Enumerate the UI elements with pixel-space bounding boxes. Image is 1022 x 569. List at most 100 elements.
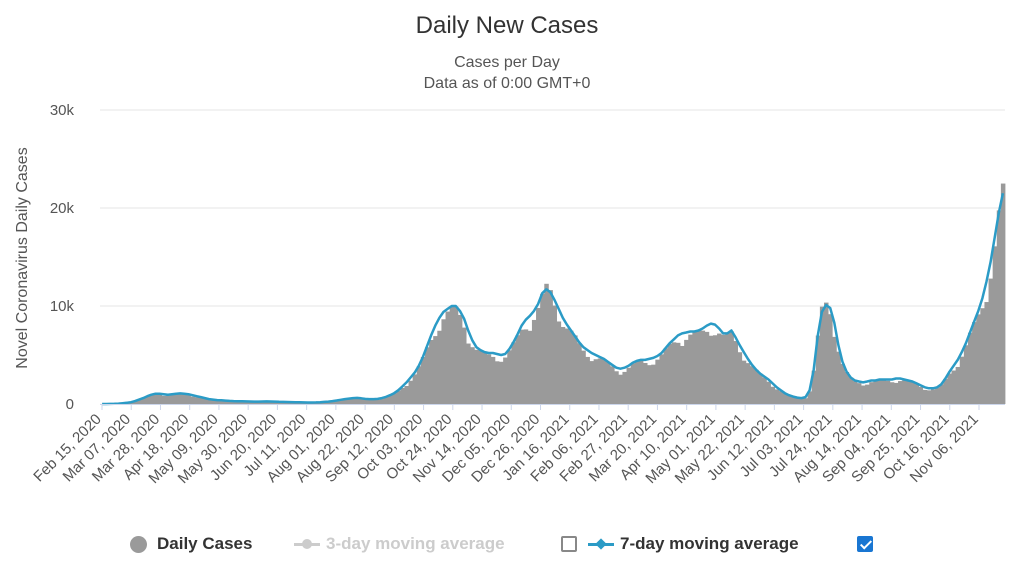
daily-cases-bar <box>984 302 989 404</box>
daily-cases-bar <box>935 387 940 404</box>
daily-cases-bar <box>856 383 862 404</box>
daily-cases-bar <box>227 401 233 404</box>
daily-cases-bar <box>885 380 891 404</box>
daily-cases-bar <box>400 387 405 404</box>
daily-cases-bar <box>457 314 463 404</box>
daily-cases-bar <box>844 371 850 404</box>
daily-cases-bar <box>577 343 582 404</box>
daily-cases-bar <box>494 361 500 404</box>
daily-cases-bar <box>527 330 533 404</box>
daily-cases-bar <box>675 342 681 404</box>
daily-cases-bar <box>420 356 426 404</box>
daily-cases-bar <box>893 382 899 404</box>
daily-cases-bar <box>165 395 171 404</box>
daily-cases-bar <box>877 379 882 404</box>
daily-cases-bar <box>182 394 187 404</box>
daily-cases-bar <box>552 305 558 404</box>
daily-cases-bar <box>243 401 249 404</box>
daily-cases-bar <box>568 330 574 404</box>
daily-cases-bar <box>972 322 977 404</box>
daily-cases-bar <box>503 357 508 404</box>
daily-cases-bar <box>1000 183 1006 404</box>
daily-cases-bar <box>548 290 553 404</box>
daily-cases-bar <box>733 341 739 404</box>
daily-cases-bar <box>980 308 985 404</box>
daily-cases-bar <box>700 330 706 404</box>
checkbox-3day-average[interactable] <box>561 536 577 552</box>
daily-cases-bar <box>186 395 191 404</box>
daily-cases-dot-icon <box>130 535 147 553</box>
daily-cases-bar <box>429 339 434 404</box>
chart-legend: Daily Cases 3-day moving average 7-day m… <box>0 530 1022 560</box>
y-tick-label: 20k <box>50 200 75 217</box>
daily-cases-bar <box>153 394 158 404</box>
daily-cases-bar <box>873 381 878 404</box>
daily-cases-bar <box>482 352 488 404</box>
daily-cases-bar <box>330 401 335 404</box>
daily-cases-bar <box>840 363 845 404</box>
daily-cases-bar <box>350 398 356 404</box>
daily-cases-bar <box>581 350 586 404</box>
daily-cases-bar <box>593 359 599 404</box>
daily-cases-bar <box>963 345 969 404</box>
daily-cases-bar <box>264 401 270 404</box>
daily-cases-bar <box>655 359 660 404</box>
daily-cases-bar <box>680 345 685 404</box>
daily-cases-bar <box>712 335 718 404</box>
daily-cases-bar <box>692 332 697 404</box>
daily-cases-bar <box>762 377 767 404</box>
daily-cases-bar <box>914 384 920 404</box>
daily-cases-bar <box>951 370 957 404</box>
legend-daily-cases[interactable]: Daily Cases <box>130 530 252 558</box>
chart-subtitle-date: Data as of 0:00 GMT+0 <box>424 75 591 92</box>
daily-cases-bar <box>260 401 265 404</box>
daily-cases-bar <box>770 386 776 404</box>
daily-cases-bar <box>223 401 228 404</box>
daily-cases-bar <box>597 358 603 404</box>
daily-cases-bar <box>157 394 163 404</box>
daily-cases-bar <box>396 390 401 404</box>
legend-daily-cases-label: Daily Cases <box>157 534 253 553</box>
daily-cases-bar <box>132 401 138 404</box>
daily-cases-bar <box>511 342 516 404</box>
three-day-line-icon <box>294 537 320 551</box>
daily-cases-bar <box>832 336 837 404</box>
y-axis-label: Novel Coronavirus Daily Cases <box>14 147 31 368</box>
daily-cases-bar <box>248 401 253 404</box>
daily-cases-bar <box>486 354 492 404</box>
daily-cases-bar <box>449 306 455 404</box>
daily-cases-bar <box>256 401 261 404</box>
checkbox-7day-average[interactable] <box>857 536 873 552</box>
daily-cases-bar <box>437 330 442 404</box>
daily-cases-bar <box>433 336 438 404</box>
daily-cases-bar <box>869 382 874 404</box>
daily-cases-bar <box>786 395 792 404</box>
daily-cases-bar <box>531 319 537 404</box>
daily-cases-bar <box>404 386 409 404</box>
daily-cases-bar <box>848 377 854 404</box>
daily-cases-bar <box>828 314 833 404</box>
daily-cases-bar <box>145 396 150 404</box>
daily-cases-bar <box>544 283 549 404</box>
daily-cases-bar <box>589 361 595 404</box>
daily-cases-bar <box>618 374 623 404</box>
daily-cases-bar <box>490 356 496 404</box>
daily-cases-bar <box>560 326 566 404</box>
daily-cases-bar <box>610 366 615 404</box>
legend-7day-average[interactable]: 7-day moving average <box>588 530 799 558</box>
daily-cases-bar <box>758 373 763 404</box>
daily-cases-bar <box>474 349 479 404</box>
daily-cases-bar <box>898 381 903 404</box>
daily-cases-bar <box>643 362 648 404</box>
legend-3day-average[interactable]: 3-day moving average <box>294 530 505 558</box>
daily-cases-bar <box>424 347 430 404</box>
daily-cases-bar <box>910 381 915 404</box>
daily-cases-bar <box>902 380 907 404</box>
daily-cases-bar <box>231 401 237 404</box>
daily-cases-bar <box>795 398 800 404</box>
daily-cases-bar <box>379 398 385 404</box>
daily-cases-bar <box>889 382 895 404</box>
daily-cases-bar <box>667 343 673 404</box>
daily-cases-bar <box>930 389 936 404</box>
